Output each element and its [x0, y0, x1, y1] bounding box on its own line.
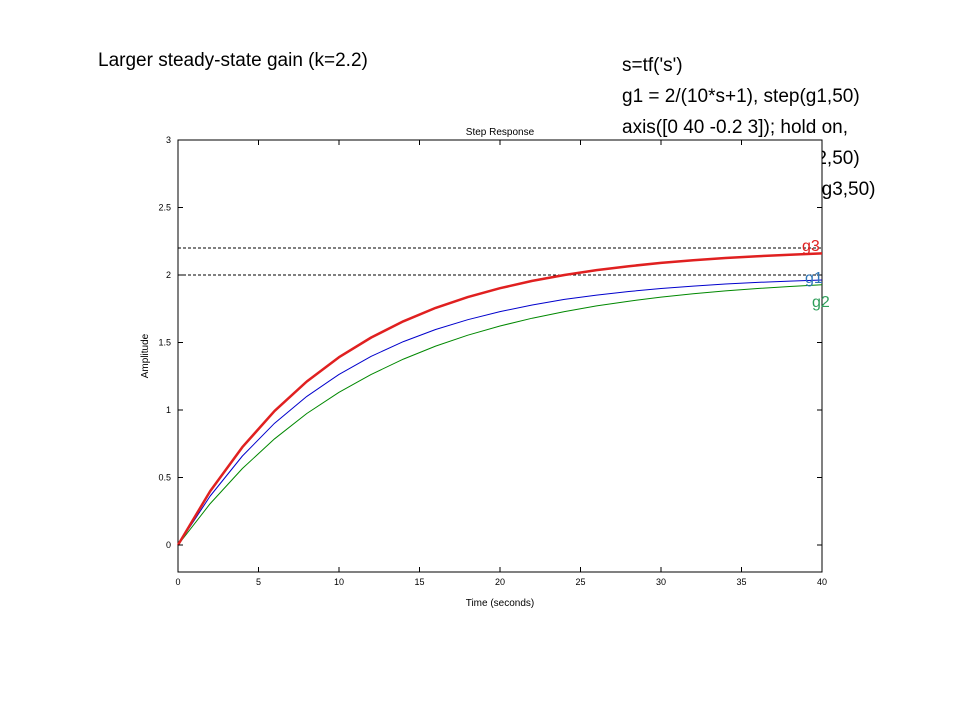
x-tick-label: 20: [495, 577, 505, 587]
y-axis-label: Amplitude: [140, 333, 151, 378]
series-labels: g3 g1 g2: [802, 238, 830, 311]
axis-ticks: 0 5 10 15 20 25 30 35 40 0 0.5 1 1.5 2 2.5 3: [158, 135, 827, 587]
series-label-g2: g2: [812, 294, 830, 311]
series-lines: [176, 252, 823, 546]
x-tick-label: 5: [256, 577, 261, 587]
x-tick-label: 30: [656, 577, 666, 587]
x-tick-label: 10: [334, 577, 344, 587]
series-label-g3: g3: [802, 238, 820, 255]
code-line: s=tf('s'): [622, 55, 683, 76]
x-tick-label: 35: [736, 577, 746, 587]
reference-lines: [178, 247, 822, 276]
plot-area: [177, 139, 823, 573]
y-tick-label: 0.5: [158, 473, 171, 483]
y-tick-label: 0: [166, 540, 171, 550]
y-tick-label: 3: [166, 135, 171, 145]
y-tick-label: 2.5: [158, 203, 171, 213]
x-tick-label: 25: [575, 577, 585, 587]
series-line-g2: [177, 284, 823, 546]
chart-title: Step Response: [466, 127, 535, 138]
series-label-g1: g1: [805, 270, 823, 287]
x-axis-label: Time (seconds): [466, 598, 535, 609]
code-line: g1 = 2/(10*s+1), step(g1,50): [622, 86, 860, 107]
slide-title: Larger steady-state gain (k=2.2): [98, 50, 368, 71]
x-tick-label: 40: [817, 577, 827, 587]
code-line: axis([0 40 -0.2 3]); hold on,: [622, 117, 849, 138]
series-line-g1: [177, 279, 823, 546]
x-tick-label: 15: [414, 577, 424, 587]
y-tick-label: 2: [166, 270, 171, 280]
x-tick-label: 0: [175, 577, 180, 587]
series-line-g3: [176, 252, 823, 546]
y-tick-label: 1.5: [158, 338, 171, 348]
y-tick-label: 1: [166, 405, 171, 415]
